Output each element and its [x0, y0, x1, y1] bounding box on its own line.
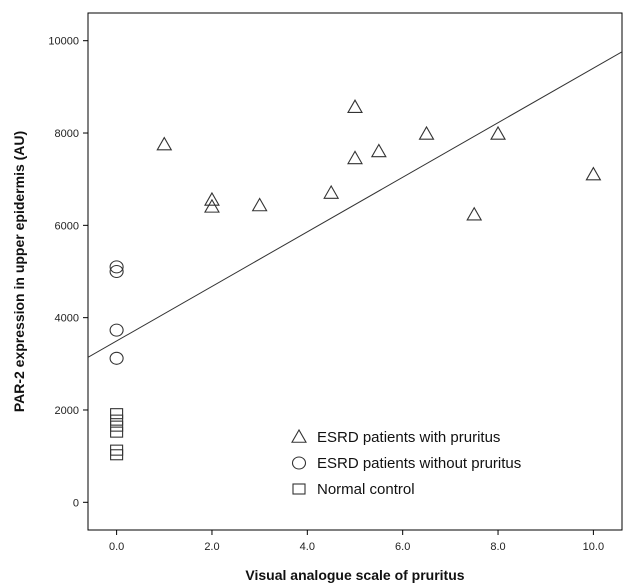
ticks-layer: 0.0 2.0 4.0 6.0 8.0 10.0 0 2000 4000 6000 8000 1000…	[48, 36, 604, 553]
y-tick-label: 2000	[55, 405, 79, 417]
data-point-circle	[109, 264, 124, 279]
data-point-triangle	[204, 198, 220, 213]
data-point-square	[110, 449, 124, 461]
points-layer	[109, 99, 602, 461]
data-point-triangle	[466, 206, 483, 221]
data-point-triangle	[204, 191, 220, 206]
y-tick-label: 4000	[55, 313, 79, 325]
legend-marker-triangle	[291, 428, 307, 443]
data-point-triangle	[323, 184, 340, 199]
data-point-triangle	[347, 150, 363, 165]
data-point-square	[110, 414, 124, 426]
x-tick-label: 10.0	[583, 541, 604, 553]
data-point-triangle	[370, 143, 387, 158]
data-point-triangle	[418, 125, 435, 140]
x-axis-title: Visual analogue scale of pruritus	[245, 567, 464, 583]
data-point-square	[110, 420, 124, 432]
data-point-circle	[109, 260, 124, 274]
series-square	[110, 408, 124, 461]
legend-label: ESRD patients without pruritus	[317, 455, 521, 472]
y-tick-label: 0	[73, 497, 79, 509]
plot-area-frame	[87, 12, 623, 531]
y-tick-label: 6000	[55, 220, 79, 232]
regression-fit-line	[88, 51, 622, 358]
series-triangle	[156, 99, 602, 221]
legend: ESRD patients with pruritus ESRD patients…	[291, 428, 521, 498]
data-point-triangle	[347, 99, 363, 113]
series-circle	[109, 260, 124, 365]
data-point-square	[110, 426, 124, 438]
y-tick-label: 8000	[55, 128, 79, 140]
data-point-triangle	[585, 166, 602, 181]
x-tick-label: 0.0	[109, 541, 124, 553]
x-tick-label: 8.0	[490, 541, 505, 553]
data-point-circle	[109, 351, 124, 365]
data-point-triangle	[251, 197, 268, 212]
legend-marker-circle	[291, 456, 307, 470]
y-axis-title: PAR-2 expression in upper epidermis (AU)	[11, 131, 27, 412]
data-point-square	[110, 408, 124, 420]
legend-label: ESRD patients with pruritus	[317, 429, 500, 446]
data-point-circle	[109, 323, 124, 337]
x-tick-label: 4.0	[300, 541, 315, 553]
x-tick-label: 2.0	[204, 541, 219, 553]
data-point-triangle	[490, 125, 506, 140]
legend-label: Normal control	[317, 481, 415, 498]
data-point-triangle	[156, 136, 173, 151]
y-tick-label: 10000	[48, 36, 79, 48]
legend-marker-square	[292, 483, 306, 495]
x-tick-label: 6.0	[395, 541, 410, 553]
